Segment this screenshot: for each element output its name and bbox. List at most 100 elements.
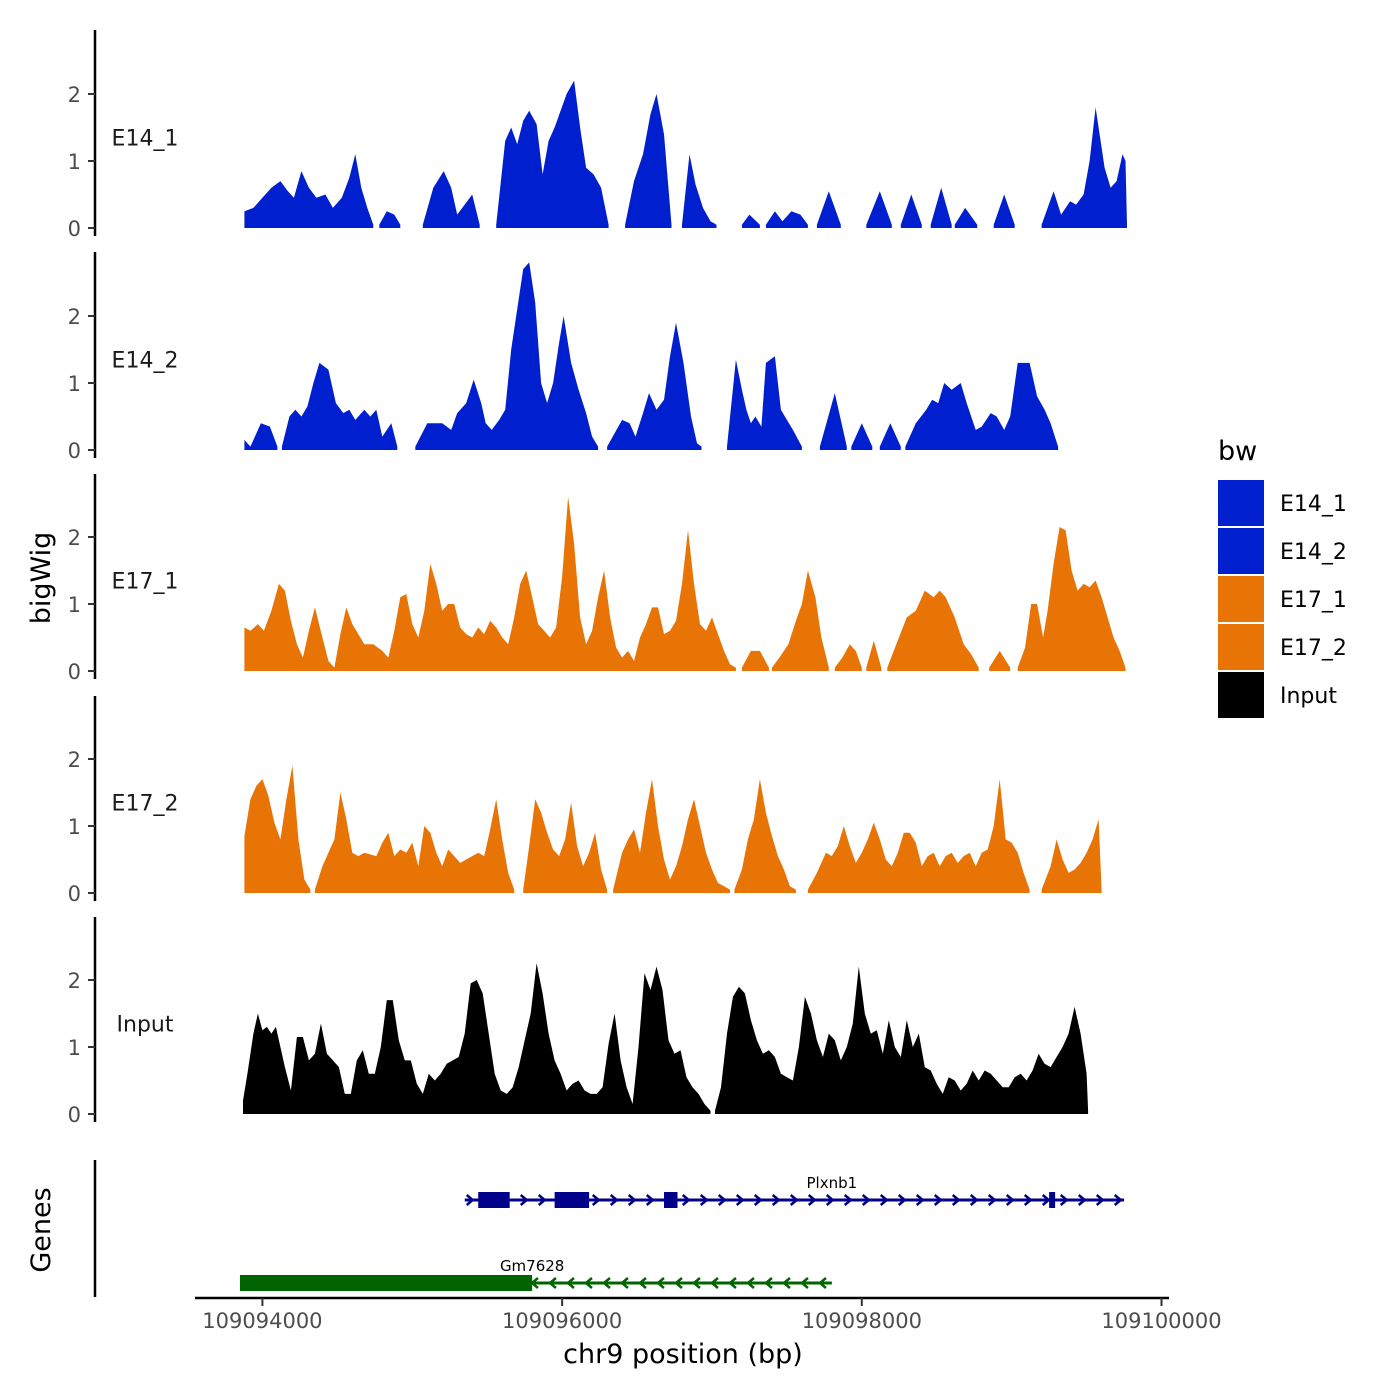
strand-chevron <box>627 1194 637 1206</box>
legend-label: E17_1 <box>1280 588 1347 613</box>
legend-label: E14_2 <box>1280 540 1347 565</box>
signal-area <box>734 779 796 893</box>
exon <box>554 1192 590 1208</box>
strand-chevron <box>933 1194 943 1206</box>
legend-key-E17_1 <box>1218 576 1264 622</box>
legend-label: Input <box>1280 684 1337 709</box>
strand-chevron <box>1077 1194 1087 1206</box>
track-label: E17_2 <box>112 792 179 817</box>
track-label: E14_2 <box>112 349 179 374</box>
strand-chevron <box>987 1194 997 1206</box>
signal-area <box>244 496 736 671</box>
signal-area <box>989 650 1011 671</box>
x-tick-label: 109096000 <box>502 1309 622 1333</box>
strand-chevron <box>656 1277 665 1289</box>
signal-area <box>243 963 711 1114</box>
signal-area <box>900 194 922 228</box>
legend: E14_1 E14_2 E17_1 E17_2 Input <box>1218 480 1347 718</box>
signal-area <box>422 171 480 228</box>
signal-area <box>879 423 901 450</box>
legend-key-E17_2 <box>1218 624 1264 670</box>
signal-area <box>1017 527 1126 671</box>
strand-chevron <box>818 1277 827 1289</box>
strand-chevron <box>789 1194 799 1206</box>
track-E17_2: 0 1 2 E17_2 <box>68 696 1102 906</box>
y-tick-label: 2 <box>68 83 81 107</box>
x-tick-label: 109098000 <box>802 1309 922 1333</box>
signal-area <box>851 423 873 450</box>
signal-area <box>866 191 892 228</box>
signal-area <box>866 640 882 671</box>
strand-chevron <box>699 1194 709 1206</box>
track-label: E14_1 <box>112 127 179 152</box>
strand-chevron <box>1023 1194 1033 1206</box>
strand-chevron <box>465 1194 475 1206</box>
strand-chevron <box>645 1194 655 1206</box>
genes-axis-title: Genes <box>26 1187 57 1272</box>
signal-area <box>816 191 841 228</box>
exon <box>664 1192 678 1208</box>
strand-chevron <box>1041 1194 1051 1206</box>
signal-area <box>741 650 769 671</box>
x-axis-title: chr9 position (bp) <box>563 1339 803 1370</box>
strand-chevron <box>843 1194 853 1206</box>
strand-chevron <box>807 1194 817 1206</box>
signal-area <box>682 154 703 228</box>
signal-area <box>993 194 1015 228</box>
signal-tracks: 0 1 2 E14_1 0 1 2 E14_2 0 1 2 E17_1 0 1 2 E17_2 0 1 2 Input <box>68 30 1127 1127</box>
signal-area <box>930 187 952 228</box>
track-E14_2: 0 1 2 E14_2 <box>68 252 1059 463</box>
y-tick-label: 1 <box>68 372 81 396</box>
strand-chevron <box>782 1277 791 1289</box>
signal-area <box>1041 107 1127 228</box>
gene-label: Plxnb1 <box>807 1174 858 1192</box>
legend-key-E14_2 <box>1218 528 1264 574</box>
track-E14_1: 0 1 2 E14_1 <box>68 30 1127 241</box>
track-label: E17_1 <box>112 570 179 595</box>
strand-chevron <box>825 1194 835 1206</box>
signal-area <box>379 211 401 228</box>
strand-chevron <box>717 1194 727 1206</box>
strand-chevron <box>879 1194 889 1206</box>
signal-area <box>703 207 717 228</box>
y-tick-label: 1 <box>68 1036 81 1060</box>
strand-chevron <box>897 1194 907 1206</box>
signal-area <box>771 570 829 671</box>
signal-area <box>244 154 374 228</box>
exon <box>239 1275 533 1291</box>
legend-key-Input <box>1218 672 1264 718</box>
strand-chevron <box>710 1277 719 1289</box>
y-tick-label: 2 <box>68 748 81 772</box>
y-tick-label: 2 <box>68 969 81 993</box>
signal-area <box>244 423 278 450</box>
strand-chevron <box>1113 1194 1123 1206</box>
x-tick-label: 109094000 <box>202 1309 322 1333</box>
gene-track: Plxnb1 Gm7628 <box>93 1160 1125 1297</box>
signal-area <box>314 792 515 893</box>
y-tick-label: 0 <box>68 439 81 463</box>
gene-label: Gm7628 <box>500 1257 564 1275</box>
signal-area <box>741 214 760 228</box>
strand-chevron <box>620 1277 629 1289</box>
strand-chevron <box>1059 1194 1069 1206</box>
strand-chevron <box>609 1194 619 1206</box>
strand-chevron <box>969 1194 979 1206</box>
x-tick-label: 109100000 <box>1101 1309 1221 1333</box>
strand-chevron <box>692 1277 701 1289</box>
signal-area <box>954 207 978 228</box>
signal-area <box>244 765 311 893</box>
strand-chevron <box>728 1277 737 1289</box>
legend-label: E14_1 <box>1280 492 1347 517</box>
exon <box>1049 1192 1056 1208</box>
y-tick-label: 0 <box>68 882 81 906</box>
signal-area <box>834 644 862 671</box>
strand-chevron <box>753 1194 763 1206</box>
strand-chevron <box>1095 1194 1105 1206</box>
strand-chevron <box>951 1194 961 1206</box>
y-axis-title: bigWig <box>26 532 57 625</box>
y-tick-label: 0 <box>68 1103 81 1127</box>
track-Input: 0 1 2 Input <box>68 917 1089 1127</box>
y-tick-label: 2 <box>68 305 81 329</box>
y-tick-label: 0 <box>68 660 81 684</box>
